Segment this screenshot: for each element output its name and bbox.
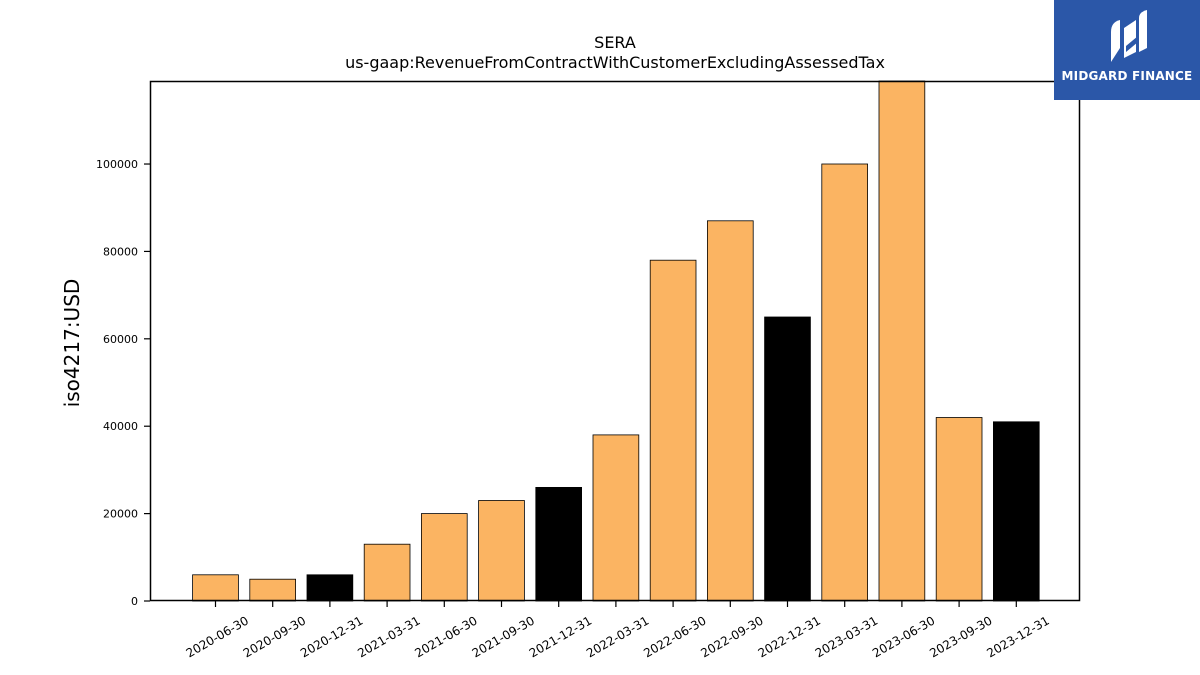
y-axis-label: iso4217:USD — [60, 279, 84, 408]
x-tick-label: 2021-06-30 — [412, 613, 479, 660]
bar — [821, 163, 868, 602]
x-tick-label: 2022-09-30 — [698, 613, 765, 660]
chart-subtitle: us-gaap:RevenueFromContractWithCustomerE… — [345, 53, 885, 72]
x-tick-label: 2021-12-31 — [527, 613, 594, 660]
y-tick-label: 20000 — [103, 508, 138, 521]
x-tick-label: 2022-06-30 — [641, 613, 708, 660]
bar — [420, 513, 468, 602]
x-tick-label: 2022-12-31 — [756, 613, 823, 660]
bar — [592, 434, 640, 602]
logo-text: MIDGARD FINANCE — [1061, 69, 1193, 83]
y-tick-label: 80000 — [103, 245, 138, 258]
x-tick-label: 2020-12-31 — [298, 613, 365, 660]
x-tick-label: 2023-06-30 — [870, 613, 937, 660]
chart-title: SERA — [594, 33, 636, 52]
x-tick-label: 2021-03-31 — [355, 613, 422, 660]
bar — [306, 574, 354, 602]
bar — [535, 486, 582, 602]
x-tick-label: 2020-09-30 — [241, 613, 308, 660]
x-tick-label: 2020-06-30 — [184, 613, 251, 660]
x-tick-label: 2022-03-31 — [584, 613, 651, 660]
bar — [649, 259, 697, 602]
bar — [764, 316, 811, 602]
x-tick-label: 2023-09-30 — [927, 613, 994, 660]
x-tick-label: 2021-09-30 — [470, 613, 537, 660]
y-tick-label: 60000 — [103, 333, 138, 346]
bars-group — [192, 80, 1040, 602]
bar — [993, 421, 1040, 602]
bar — [249, 578, 297, 602]
y-tick-label: 0 — [131, 595, 138, 608]
bar — [935, 417, 983, 602]
midgard-logo-icon — [1111, 10, 1147, 62]
bar — [478, 500, 525, 602]
bar — [878, 80, 926, 602]
y-tick-label: 40000 — [103, 420, 138, 433]
x-axis-ticks: 2020-06-302020-09-302020-12-312021-03-31… — [184, 601, 1052, 660]
bar — [192, 574, 239, 602]
bar — [363, 543, 411, 602]
midgard-finance-logo: MIDGARD FINANCE — [1054, 0, 1200, 100]
plot-frame — [149, 80, 1081, 602]
bar — [707, 220, 754, 602]
x-tick-label: 2023-03-31 — [813, 613, 880, 660]
y-axis-ticks: 0 20000 40000 60000 80000 100000 — [96, 158, 150, 608]
x-tick-label: 2023-12-31 — [984, 613, 1051, 660]
y-tick-label: 100000 — [96, 158, 138, 171]
